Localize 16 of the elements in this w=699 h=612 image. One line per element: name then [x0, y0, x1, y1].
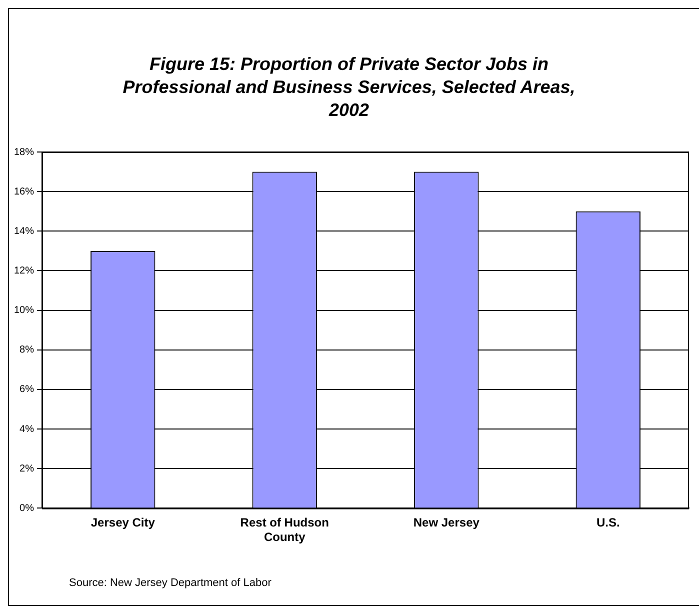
y-tick-label: 4% — [20, 424, 34, 435]
y-tick-label: 10% — [14, 305, 34, 316]
y-tick-label: 12% — [14, 265, 34, 276]
y-tick-label: 14% — [14, 226, 34, 237]
y-tick-label: 18% — [14, 146, 34, 158]
y-tick-label: 6% — [20, 384, 34, 396]
y-tick-label: 2% — [20, 463, 34, 474]
y-tick-label: 16% — [14, 186, 34, 198]
x-tick-label: Jersey City — [90, 516, 156, 530]
source-note: Source: New Jersey Department of Labor — [69, 577, 272, 589]
x-tick-label: Rest of Hudson County — [240, 516, 329, 544]
chart-title: Figure 15: Proportion of Private Sector Jobs in Professional and Business Services, Selected Areas, 2002 — [122, 53, 576, 122]
x-tick-label: U.S. — [596, 516, 620, 530]
y-tick-label: 0% — [20, 502, 34, 514]
x-tick-label: New Jersey — [413, 516, 480, 530]
y-tick-label: 8% — [20, 344, 34, 356]
